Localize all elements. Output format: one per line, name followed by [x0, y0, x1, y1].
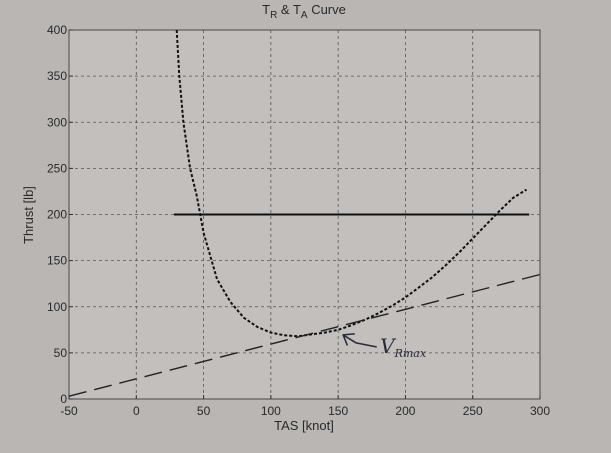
y-tick-label: 350 [47, 69, 67, 83]
grid-lines [69, 30, 540, 399]
series-group [68, 29, 541, 397]
axes: -50 0 50 100 150 200 250 3000501001502002503003… [47, 23, 550, 418]
annotation-group: VRmax [342, 333, 427, 360]
y-tick-label: 0 [60, 392, 67, 406]
x-tick-label: -50 [60, 404, 78, 418]
annotation-arrow [342, 333, 377, 348]
x-axis-label: TAS [knot] [274, 418, 334, 433]
annotation-text: VRmax [380, 334, 427, 360]
x-tick-label: 100 [261, 404, 281, 418]
y-tick-label: 300 [47, 115, 67, 129]
chart-title: TR & TA Curve [262, 2, 346, 21]
x-tick-label: 250 [463, 404, 483, 418]
y-tick-label: 50 [54, 346, 68, 360]
y-tick-label: 400 [47, 23, 67, 37]
x-tick-label: 300 [530, 404, 550, 418]
y-tick-label: 150 [47, 254, 67, 268]
x-tick-label: 50 [197, 404, 211, 418]
y-tick-label: 250 [47, 161, 67, 175]
series-line-3 [68, 273, 541, 397]
x-tick-label: 0 [133, 404, 140, 418]
y-tick-label: 200 [47, 208, 67, 222]
y-tick-label: 100 [47, 300, 67, 314]
series-line-1 [175, 29, 528, 338]
y-axis-label: Thrust [lb] [21, 186, 36, 244]
x-tick-label: 150 [328, 404, 348, 418]
x-tick-label: 200 [395, 404, 415, 418]
